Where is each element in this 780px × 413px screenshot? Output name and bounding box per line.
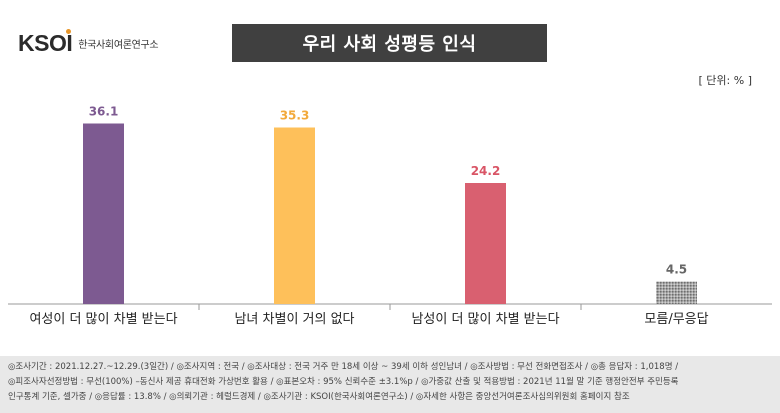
footer-line-3: 인구통계 기준, 셀가중 / ◎응답률 : 13.8% / ◎의뢰기관 : 헤럴… xyxy=(8,392,630,402)
category-label-3: 남성이 더 많이 차별 받는다 xyxy=(411,312,559,327)
category-label-4: 모름/무응답 xyxy=(644,312,708,327)
ksoi-logo: KSOI 한국사회여론연구소 xyxy=(18,28,159,58)
bar-chart: 36.1 여성이 더 많이 차별 받는다 35.3 남녀 차별이 거의 없다 24.2 남… xyxy=(8,105,772,327)
bar-4 xyxy=(656,281,697,304)
survey-footer: ◎조사기간 : 2021.12.27.~12.29.(3일간) / ◎조사지역 … xyxy=(0,356,780,413)
footer-line-1: ◎조사기간 : 2021.12.27.~12.29.(3일간) / ◎조사지역 … xyxy=(8,362,679,372)
logo-dot xyxy=(66,28,72,34)
chart-title: 우리 사회 성평등 인식 xyxy=(302,34,477,55)
footer-line-2: ◎피조사자선정방법 : 무선(100%) –동신사 제공 휴대전화 가상번호 활… xyxy=(8,377,679,387)
logo-subtitle: 한국사회여론연구소 xyxy=(78,39,159,51)
category-label-2: 남녀 차별이 거의 없다 xyxy=(234,312,354,327)
logo-mark: KSOI xyxy=(18,28,73,56)
value-label-4: 4.5 xyxy=(666,263,687,277)
category-label-1: 여성이 더 많이 차별 받는다 xyxy=(29,312,177,327)
value-label-2: 35.3 xyxy=(280,109,310,123)
value-label-3: 24.2 xyxy=(471,164,501,178)
bar-2 xyxy=(274,127,315,304)
bar-3 xyxy=(465,183,506,304)
bar-1 xyxy=(83,123,124,304)
unit-label: [ 단위: % ] xyxy=(698,74,752,87)
chart-title-box: 우리 사회 성평등 인식 xyxy=(232,24,547,62)
value-label-1: 36.1 xyxy=(89,105,119,119)
